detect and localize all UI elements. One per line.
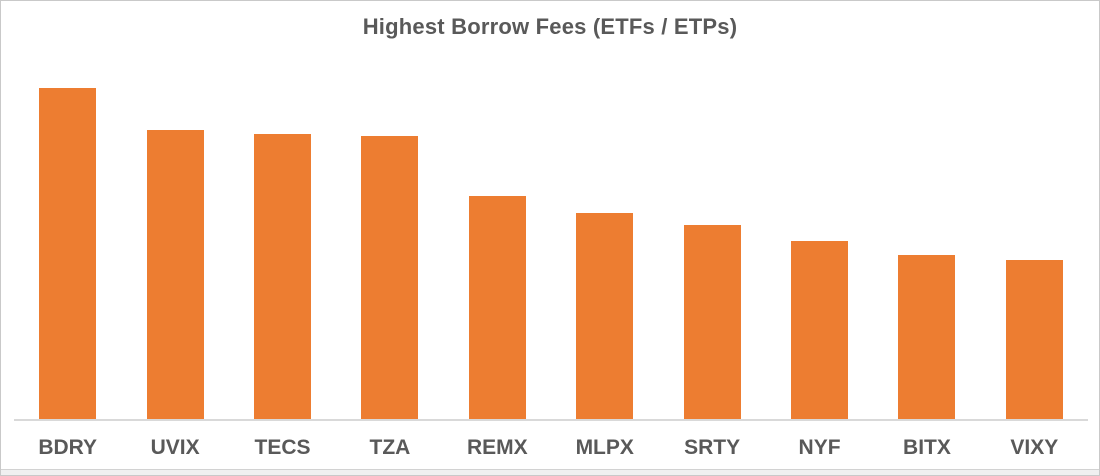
bar-vixy [1005, 260, 1063, 419]
category-label-tza: TZA [369, 436, 411, 459]
plot-area [14, 51, 1088, 421]
category-label-mlpx: MLPX [575, 436, 634, 459]
bar-cell-bdry [14, 51, 121, 419]
bar-cell-mlpx [551, 51, 658, 419]
bar-cell-tza [336, 51, 443, 419]
category-axis: BDRY UVIX TECS TZA REMX MLPX SRTY NYF BITX VIXY [14, 435, 1088, 461]
bottom-strip [1, 469, 1099, 475]
bar-tecs [254, 133, 312, 419]
category-label-srty: SRTY [684, 436, 741, 459]
bar-cell-tecs [229, 51, 336, 419]
category-label-remx: REMX [466, 436, 528, 459]
category-label-bitx: BITX [903, 436, 951, 459]
category-label-nyf: NYF [798, 436, 841, 459]
bar-cell-remx [444, 51, 551, 419]
bar-cell-vixy [981, 51, 1088, 419]
bar-bdry [39, 88, 97, 419]
bar-cell-srty [658, 51, 765, 419]
bar-tza [361, 135, 419, 419]
bar-cell-nyf [766, 51, 873, 419]
bar-uvix [146, 129, 204, 419]
category-label-tecs: TECS [254, 436, 311, 459]
bar-nyf [791, 241, 849, 419]
bar-srty [683, 225, 741, 419]
category-label-vixy: VIXY [1010, 436, 1059, 459]
bar-bitx [898, 255, 956, 419]
bar-cell-bitx [873, 51, 980, 419]
bar-remx [468, 195, 526, 419]
category-label-uvix: UVIX [150, 436, 200, 459]
bar-mlpx [576, 213, 634, 419]
chart-title: Highest Borrow Fees (ETFs / ETPs) [362, 14, 738, 39]
bar-cell-uvix [121, 51, 228, 419]
category-label-bdry: BDRY [38, 436, 98, 459]
